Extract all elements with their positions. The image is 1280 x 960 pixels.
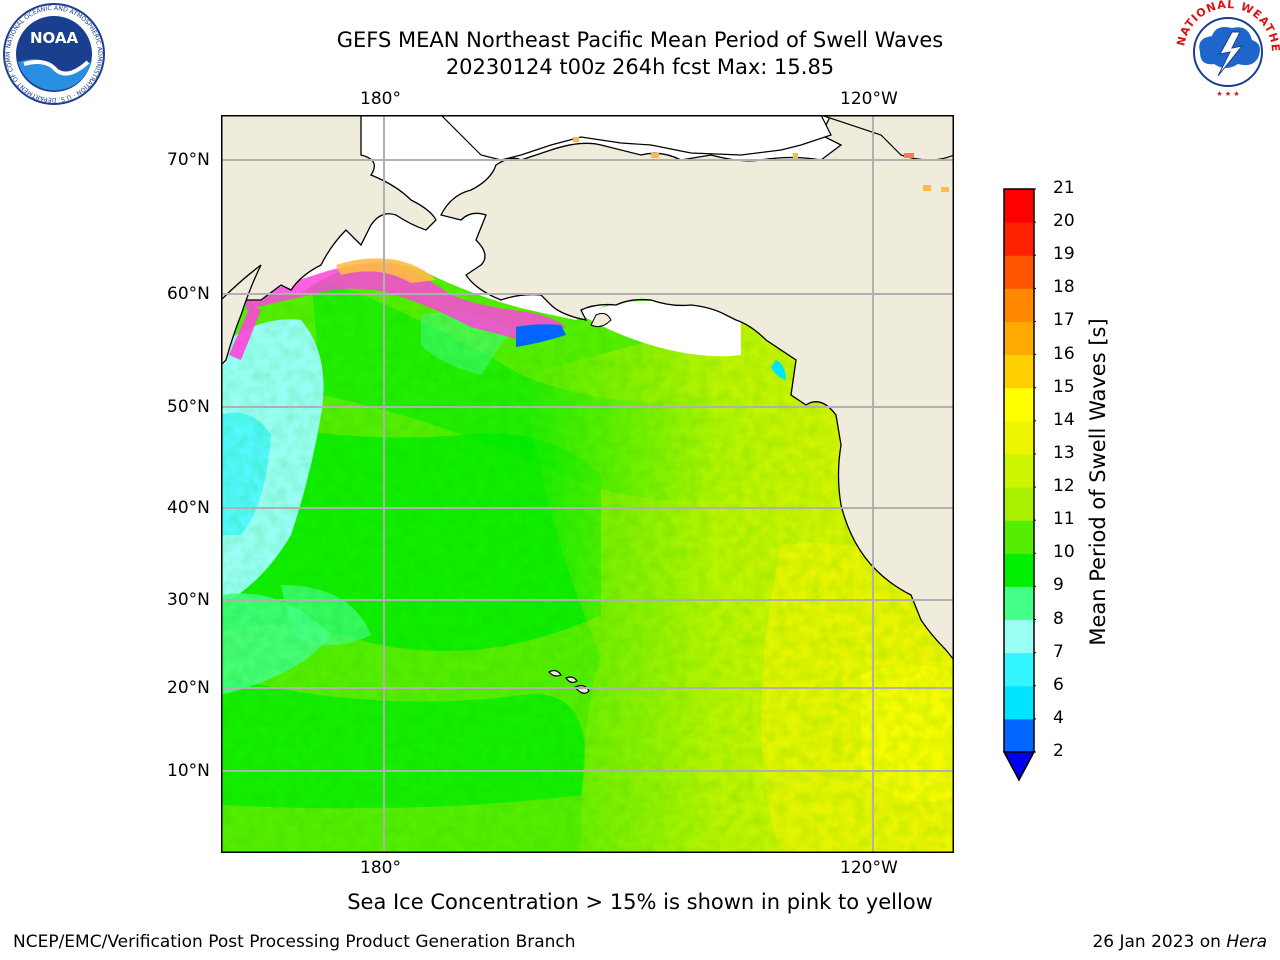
colorbar-swatch xyxy=(1004,453,1034,488)
lat-label-40n: 40°N xyxy=(167,498,210,518)
colorbar-swatch xyxy=(1004,321,1034,356)
colorbar-swatch xyxy=(1004,387,1034,422)
colorbar-swatch xyxy=(1004,685,1034,720)
colorbar-swatch xyxy=(1004,652,1034,687)
colorbar-title: Mean Period of Swell Waves [s] xyxy=(1086,318,1110,646)
forecast-subtitle: 20230124 t00z 264h fcst Max: 15.85 xyxy=(445,55,835,79)
colorbar-tick-label: 20 xyxy=(1053,211,1075,232)
colorbar-tick-label: 7 xyxy=(1053,641,1064,662)
swell-period-map xyxy=(221,115,954,853)
colorbar-swatch xyxy=(1004,354,1034,389)
colorbar-tick-label: 11 xyxy=(1053,509,1075,530)
colorbar-tick-label: 6 xyxy=(1053,674,1064,695)
svg-text:NOAA: NOAA xyxy=(30,29,79,47)
colorbar-swatch xyxy=(1004,619,1034,654)
colorbar-swatch xyxy=(1004,288,1034,322)
colorbar-swatch xyxy=(1004,718,1034,753)
colorbar-extend-arrow xyxy=(1002,751,1036,782)
colorbar-tick-label: 2 xyxy=(1053,741,1064,761)
lat-label-20n: 20°N xyxy=(167,678,210,698)
lat-label-70n: 70°N xyxy=(167,150,210,170)
colorbar-tick-label: 19 xyxy=(1053,244,1075,265)
colorbar-swatch xyxy=(1004,586,1034,621)
map-frame xyxy=(221,115,954,853)
colorbar-frame xyxy=(1003,188,1035,752)
noaa-logo: NATIONAL OCEANIC AND ATMOSPHERIC ADMINIS… xyxy=(2,2,105,105)
colorbar xyxy=(1002,188,1036,782)
lon-label-top-180: 180° xyxy=(360,89,401,109)
lat-lon-grid xyxy=(221,115,954,853)
colorbar-swatch xyxy=(1004,553,1034,587)
nws-logo: NATIONAL WEATHER SERVICE ★ ★ ★ xyxy=(1176,0,1280,98)
colorbar-tick-label: 9 xyxy=(1053,575,1064,596)
colorbar-swatch xyxy=(1004,255,1034,289)
sea-ice-note: Sea Ice Concentration > 15% is shown in … xyxy=(347,890,933,914)
colorbar-swatch xyxy=(1004,487,1034,521)
colorbar-swatch xyxy=(1004,420,1034,455)
colorbar-swatch xyxy=(1004,189,1034,223)
siberia-land xyxy=(221,115,437,306)
colorbar-tick-label: 15 xyxy=(1053,376,1075,397)
svg-text:★ ★ ★: ★ ★ ★ xyxy=(1216,90,1239,98)
colorbar-tick-label: 13 xyxy=(1053,442,1075,463)
lat-label-30n: 30°N xyxy=(167,590,210,610)
footer-date-text: 26 Jan 2023 on xyxy=(1092,932,1227,952)
colorbar-tick-label: 17 xyxy=(1053,310,1075,331)
lon-label-bottom-120w: 120°W xyxy=(840,858,898,878)
lat-label-10n: 10°N xyxy=(167,761,210,781)
footer-branch: NCEP/EMC/Verification Post Processing Pr… xyxy=(13,932,576,952)
colorbar-tick-label: 4 xyxy=(1053,707,1064,728)
colorbar-tick-label: 16 xyxy=(1053,343,1075,364)
lat-label-50n: 50°N xyxy=(167,397,210,417)
map-title: GEFS MEAN Northeast Pacific Mean Period … xyxy=(336,28,944,52)
north-america-land xyxy=(440,115,954,662)
colorbar-tick-label: 21 xyxy=(1053,178,1075,198)
lon-label-top-120w: 120°W xyxy=(840,89,898,109)
colorbar-tick-label: 18 xyxy=(1053,277,1075,298)
colorbar-swatch xyxy=(1004,520,1034,554)
footer-date: 26 Jan 2023 on Hera xyxy=(1092,932,1267,952)
lat-label-60n: 60°N xyxy=(167,284,210,304)
colorbar-swatch xyxy=(1004,222,1034,256)
colorbar-tick-label: 8 xyxy=(1053,608,1064,629)
footer-machine: Hera xyxy=(1226,932,1267,952)
colorbar-tick-label: 12 xyxy=(1053,476,1075,497)
lon-label-bottom-180: 180° xyxy=(360,858,401,878)
colorbar-tick-label: 10 xyxy=(1053,542,1075,563)
colorbar-tick-label: 14 xyxy=(1053,409,1075,430)
